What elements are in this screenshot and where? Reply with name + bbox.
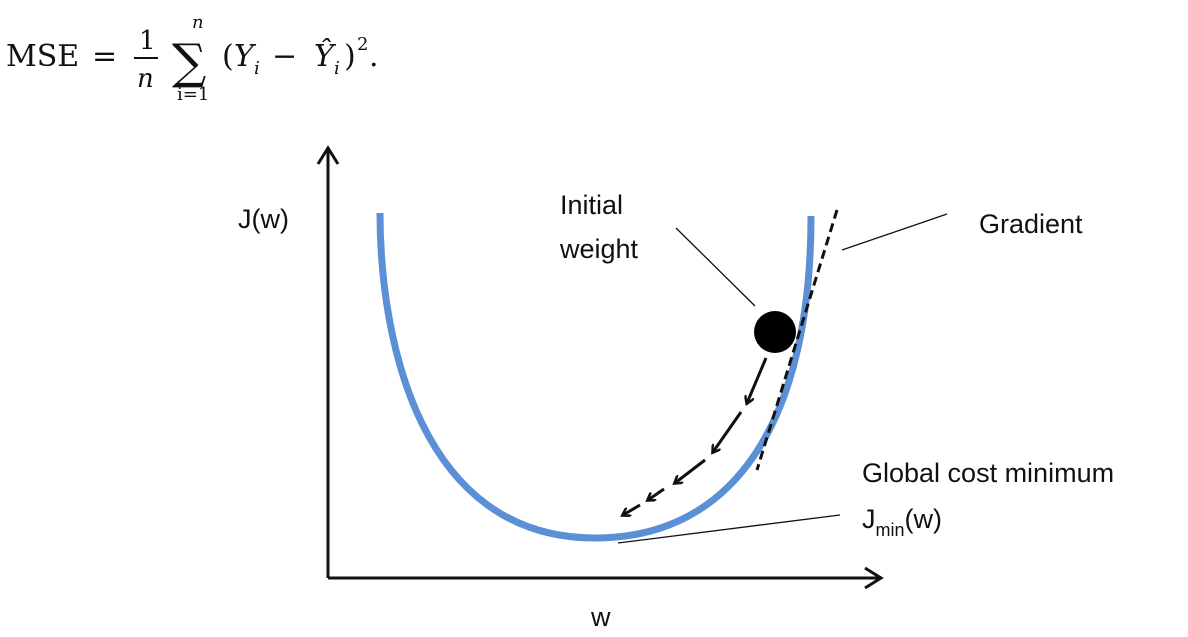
gradient-label: Gradient	[979, 209, 1083, 239]
formula-sum-upper: n	[192, 12, 204, 33]
gradient-tangent-line	[755, 209, 839, 471]
formula-y-sub: i	[254, 58, 260, 79]
formula-sum-lower: i=1	[177, 84, 209, 105]
jmin-tail: (w)	[905, 504, 942, 534]
initial-weight-leader	[675, 227, 756, 307]
descent-step-arrow	[713, 411, 743, 452]
x-axis-arrowhead	[864, 566, 884, 590]
x-axis-label: w	[590, 602, 611, 632]
descent-step-arrow	[747, 357, 768, 403]
formula-yhat-sub: i	[334, 58, 340, 79]
global-min-label: Global cost minimum	[862, 458, 1114, 488]
formula-frac-numerator: 1	[139, 26, 156, 56]
formula-y: Y	[234, 39, 257, 74]
formula-sum-symbol: ∑	[172, 34, 206, 90]
formula-equals: =	[92, 39, 117, 74]
cost-curve	[376, 212, 815, 542]
descent-step-arrow	[675, 458, 706, 483]
descent-arrows	[623, 357, 768, 515]
global-min-leader	[617, 514, 841, 544]
descent-step-arrow	[623, 503, 641, 515]
jmin-subscript: min	[876, 520, 905, 540]
axes	[316, 145, 884, 590]
formula-yhat: Ŷ	[314, 38, 337, 74]
formula-frac-denominator: n	[137, 64, 154, 94]
formula-period: .	[369, 39, 379, 74]
initial-weight-label-line2: weight	[559, 234, 639, 264]
mse-formula: MSE = 1 n n ∑ i=1 ( Y i − Ŷ i ) 2 .	[6, 12, 379, 105]
initial-weight-point	[754, 311, 796, 353]
formula-paren-close: )	[344, 39, 356, 74]
initial-weight-label-line1: Initial	[560, 190, 623, 220]
y-axis-label: J(w)	[238, 204, 289, 234]
y-axis-arrowhead	[316, 145, 340, 165]
formula-minus: −	[272, 39, 297, 74]
formula-paren-open: (	[222, 39, 234, 74]
gradient-leader	[841, 213, 948, 251]
formula-power: 2	[357, 34, 368, 55]
formula-lhs: MSE	[6, 39, 79, 74]
descent-step-arrow	[648, 487, 665, 500]
jmin-label: Jmin(w)	[862, 504, 942, 540]
jmin-main: J	[862, 504, 876, 534]
